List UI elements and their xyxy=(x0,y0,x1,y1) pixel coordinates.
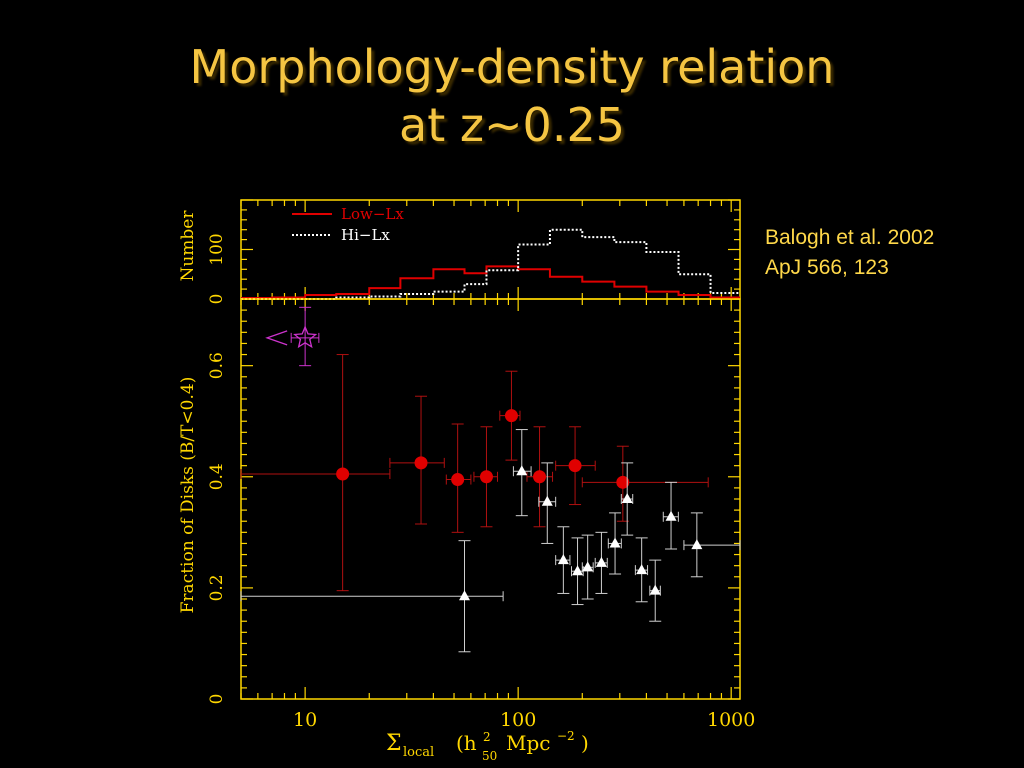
x-tick-label: 10 xyxy=(293,709,317,731)
x-axis-label: Σ local (h 2 50 Mpc −2 ) xyxy=(386,729,589,763)
circle-point xyxy=(499,370,521,461)
circle-point xyxy=(555,426,596,506)
y-tick-label: 100 xyxy=(207,233,227,265)
hi-lx-marker xyxy=(621,493,633,503)
legend-label: Hi−Lx xyxy=(341,226,390,244)
hi-lx-marker xyxy=(541,495,553,506)
top-ylabel: Number xyxy=(178,210,198,282)
triangle-point xyxy=(594,531,608,594)
hi-lx-marker xyxy=(572,565,584,576)
star-point xyxy=(265,306,320,367)
hi-lx-marker xyxy=(595,556,607,567)
triangle-point xyxy=(649,559,662,622)
bottom-panel-frame xyxy=(240,298,741,700)
circle-point xyxy=(389,395,445,525)
hi-lx-marker xyxy=(609,537,621,548)
hi-lx-marker xyxy=(459,590,471,601)
low-lx-marker xyxy=(479,470,493,484)
xlabel-local: local xyxy=(403,745,434,760)
triangle-point xyxy=(683,512,741,578)
slide-title: Morphology-density relation at z~0.25 xyxy=(0,38,1024,154)
x-tick-label: 100 xyxy=(500,709,536,731)
citation-line-1: Balogh et al. 2002 xyxy=(765,226,935,249)
xlabel-sup2: 2 xyxy=(483,730,491,744)
title-line-2: at z~0.25 xyxy=(399,98,625,152)
low-lx-marker xyxy=(616,475,630,489)
xlabel-unit: Mpc xyxy=(506,731,550,755)
title-line-1: Morphology-density relation xyxy=(189,40,835,94)
triangle-point xyxy=(571,537,584,606)
triangle-point xyxy=(662,481,679,550)
circle-point xyxy=(445,423,472,533)
circle-point xyxy=(581,445,709,522)
circle-point xyxy=(526,426,554,528)
triangle-point xyxy=(607,512,622,575)
citation-line-2: ApJ 566, 123 xyxy=(765,256,889,279)
legend-label: Low−Lx xyxy=(341,205,404,223)
low-lx-marker xyxy=(504,409,518,423)
y-tick-label: 0 xyxy=(207,294,227,305)
triangle-point xyxy=(634,537,649,603)
xlabel-sub50: 50 xyxy=(482,749,497,763)
low-lx-marker xyxy=(533,470,547,484)
low-lx-marker xyxy=(414,456,428,470)
hi-lx-marker xyxy=(516,465,528,476)
hi-lx-marker xyxy=(649,584,661,595)
hi-lx-marker xyxy=(557,554,569,565)
y-tick-label: 0.6 xyxy=(207,352,227,379)
circle-point xyxy=(240,354,391,592)
xlabel-exp: −2 xyxy=(557,729,575,743)
y-tick-label: 0.2 xyxy=(207,574,227,601)
xlabel-close: ) xyxy=(581,731,589,755)
hi-lx-histogram xyxy=(241,228,740,300)
citation: Balogh et al. 2002 ApJ 566, 123 xyxy=(765,223,934,283)
low-lx-histogram xyxy=(241,265,740,300)
circle-point xyxy=(473,426,499,528)
triangle-point xyxy=(620,462,634,536)
xlabel-open: (h xyxy=(456,731,477,755)
triangle-point xyxy=(512,429,532,517)
hi-lx-marker xyxy=(582,561,594,572)
y-tick-label: 0.4 xyxy=(207,463,227,490)
field-star-marker xyxy=(293,325,318,349)
x-tick-label: 1000 xyxy=(707,709,755,731)
hi-lx-marker xyxy=(691,539,703,550)
triangle-point xyxy=(555,526,571,594)
number-histogram-panel: 0 100 Low−Lx Hi−Lx xyxy=(207,199,741,305)
hi-lx-marker xyxy=(636,564,648,575)
triangle-point xyxy=(538,462,557,544)
low-lx-marker xyxy=(451,473,465,487)
triangle-point xyxy=(240,540,504,653)
low-lx-marker xyxy=(568,459,582,473)
y-tick-label: 0 xyxy=(207,694,227,705)
bottom-ylabel: Fraction of Disks (B/T<0.4) xyxy=(178,377,198,614)
upper-limit-arrow xyxy=(265,330,288,346)
triangle-point xyxy=(581,534,594,600)
xlabel-sigma: Σ xyxy=(386,731,402,756)
low-lx-marker xyxy=(336,467,350,481)
hi-lx-marker xyxy=(665,510,677,521)
disk-fraction-panel: 10 100 1000 0 0.2 0.4 0.6 xyxy=(207,298,755,731)
